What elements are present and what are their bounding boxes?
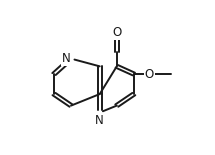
Text: N: N: [95, 114, 104, 127]
Text: O: O: [112, 26, 121, 39]
Text: N: N: [62, 52, 71, 65]
Text: O: O: [145, 68, 154, 81]
